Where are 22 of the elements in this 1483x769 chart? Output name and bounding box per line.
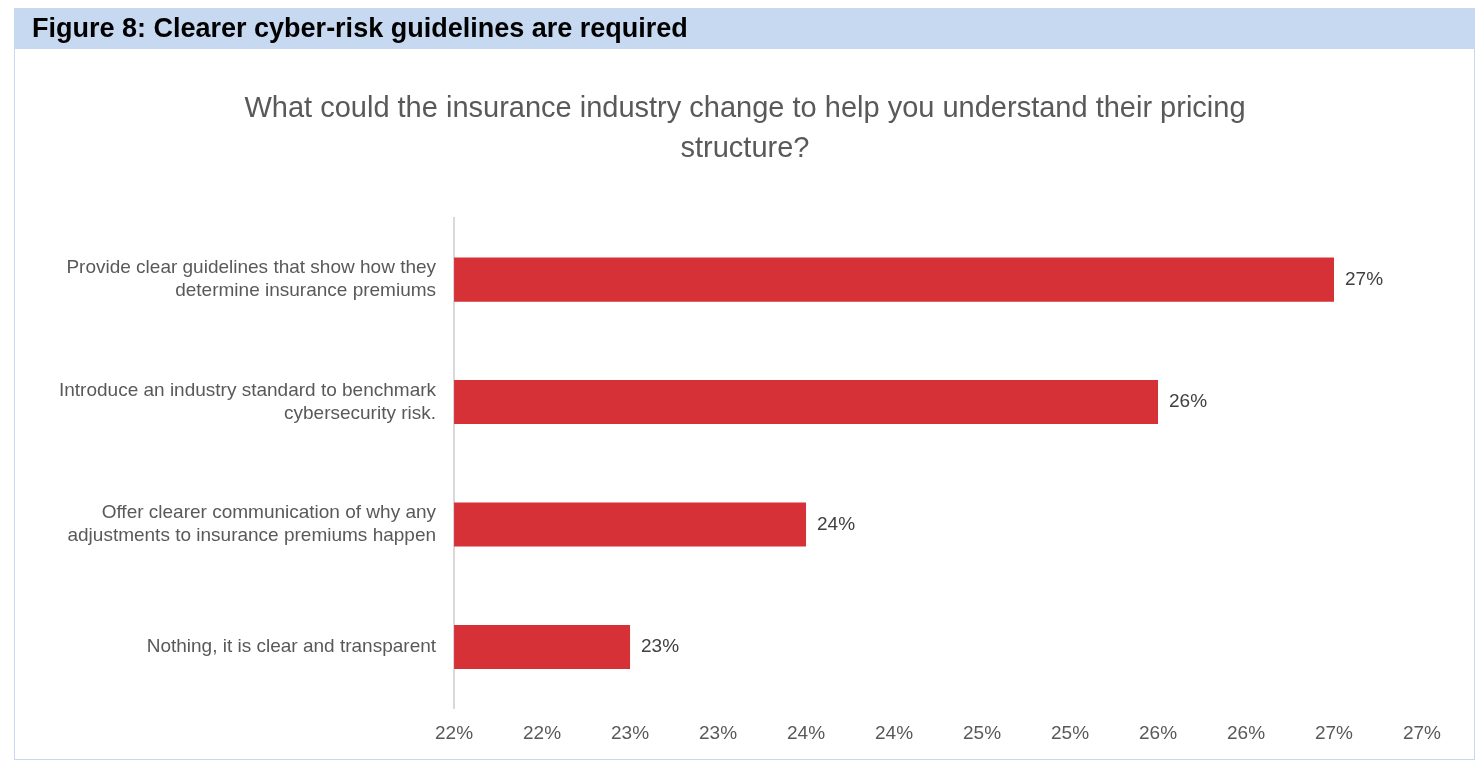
- y-tick-label: Provide clear guidelines that show how they determine insurance premiums: [66, 256, 437, 301]
- y-tick-label: Introduce an industry standard to benchmark cybersecurity risk.: [58, 378, 437, 423]
- y-tick-label: Nothing, it is clear and transparent: [146, 635, 437, 657]
- data-label: 26%: [1169, 390, 1208, 412]
- x-tick-label: 24%: [787, 721, 826, 743]
- data-label: 23%: [641, 635, 680, 657]
- data-label: 24%: [817, 512, 856, 534]
- x-tick-label: 23%: [611, 721, 650, 743]
- x-tick-label: 25%: [1051, 721, 1090, 743]
- x-tick-label: 22%: [523, 721, 562, 743]
- x-tick-label: 26%: [1139, 721, 1178, 743]
- x-tick-label: 25%: [963, 721, 1002, 743]
- data-label: 27%: [1345, 267, 1384, 289]
- x-tick-label: 23%: [699, 721, 738, 743]
- chart-title: Figure 8: Clearer cyber-risk guidelines are required: [31, 12, 689, 44]
- chart-subtitle: What could the insurance industry change to help you understand their pricing structure?: [243, 90, 1247, 165]
- x-tick-label: 27%: [1402, 721, 1442, 743]
- x-tick-label: 26%: [1226, 721, 1266, 743]
- x-tick-label: 22%: [435, 721, 474, 743]
- x-tick-label: 27%: [1314, 721, 1354, 743]
- x-tick-label: 24%: [875, 721, 914, 743]
- y-tick-label: Offer clearer communication of why any adjustments to insurance premiums happen: [67, 501, 437, 546]
